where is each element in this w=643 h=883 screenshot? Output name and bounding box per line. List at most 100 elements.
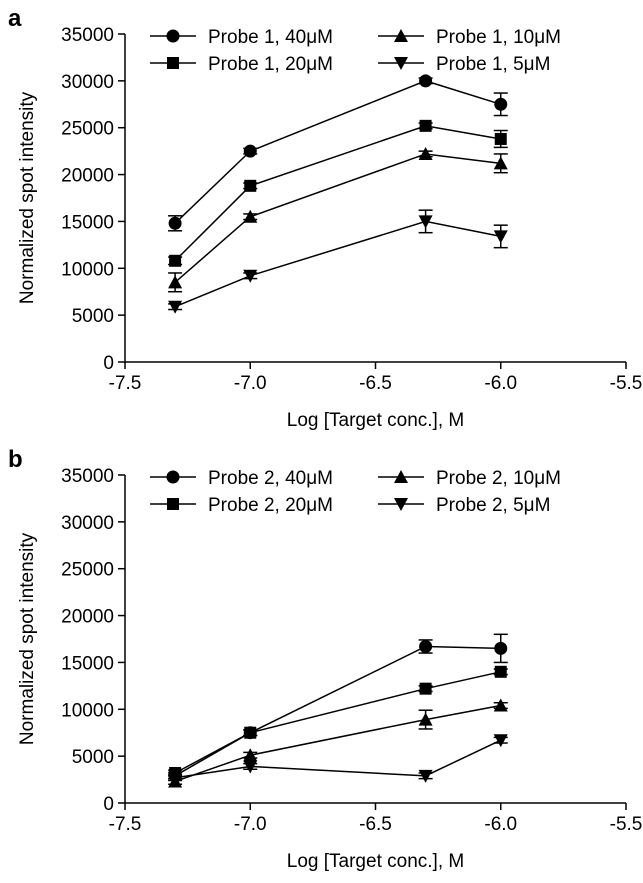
data-point: [243, 269, 258, 283]
legend-marker: [394, 57, 408, 70]
x-tick-label: -5.5: [610, 814, 643, 835]
y-tick-label: 15000: [61, 653, 114, 674]
legend-marker: [167, 498, 179, 510]
x-tick-label: -6.5: [359, 814, 392, 835]
chart-panel-a: a 0 5000 10000 15000 20000 25000 30000 35000 -7.5…: [0, 0, 643, 441]
y-tick-label: 35000: [61, 25, 114, 46]
series-b-3: [168, 698, 508, 788]
x-axis-title: Log [Target conc.], M: [287, 851, 464, 872]
data-point: [493, 734, 508, 748]
series-b-4: [168, 734, 508, 785]
legend-item: Probe 1, 40μM: [150, 27, 333, 48]
y-tick-label: 0: [103, 794, 114, 815]
y-tick-label: 5000: [72, 747, 114, 768]
data-point: [169, 254, 182, 267]
data-point: [419, 119, 432, 132]
series-line: [174, 704, 501, 783]
data-point: [418, 769, 433, 783]
legend-label: Probe 2, 20μM: [208, 495, 333, 516]
legend-item: Probe 2, 40μM: [150, 468, 333, 489]
series-line: [174, 80, 501, 224]
y-tick-label: 20000: [61, 607, 114, 628]
y-tick-label: 30000: [61, 72, 114, 93]
y-tick-label: 5000: [72, 306, 114, 327]
x-tick-label: -7.5: [109, 814, 142, 835]
legend-label: Probe 1, 20μM: [208, 54, 333, 75]
legend-item: Probe 2, 20μM: [150, 495, 333, 516]
data-point: [168, 216, 182, 230]
y-tick-label: 15000: [61, 212, 114, 233]
series-b-1: [168, 633, 508, 783]
x-tick-label: -6.0: [484, 373, 517, 394]
legend-item: Probe 1, 5μM: [378, 54, 550, 75]
x-tick-label: -6.0: [484, 814, 517, 835]
data-point: [494, 97, 508, 111]
y-axis-title: Normalized spot intensity: [17, 532, 38, 745]
legend-label: Probe 1, 40μM: [208, 27, 333, 48]
x-axis-title: Log [Target conc.], M: [287, 410, 464, 431]
legend-item: Probe 2, 10μM: [378, 468, 561, 489]
data-point: [419, 74, 433, 88]
panel-letter-a: a: [8, 5, 22, 32]
x-tick-label: -6.5: [359, 373, 392, 394]
legend-label: Probe 1, 10μM: [436, 27, 561, 48]
legend-label: Probe 2, 10μM: [436, 468, 561, 489]
legend-item: Probe 1, 20μM: [150, 54, 333, 75]
x-tick-label: -7.0: [234, 814, 267, 835]
data-point: [493, 698, 508, 712]
data-point: [418, 215, 433, 229]
y-tick-label: 25000: [61, 119, 114, 140]
data-point: [494, 132, 507, 145]
series-b-2: [168, 665, 508, 780]
data-point: [243, 144, 257, 158]
data-point: [243, 748, 258, 762]
data-point: [493, 156, 508, 170]
legend-marker: [394, 29, 408, 42]
series-a-4: [168, 209, 508, 314]
series-line: [174, 645, 501, 777]
series-a-3: [168, 146, 508, 293]
data-point: [494, 641, 508, 655]
x-tick-label: -7.0: [234, 373, 267, 394]
data-point: [419, 682, 432, 695]
legend-marker: [394, 470, 408, 483]
panel-letter-b: b: [8, 446, 23, 473]
x-tick-label: -7.5: [109, 373, 142, 394]
series-line: [174, 153, 501, 283]
legend-item: Probe 2, 5μM: [378, 495, 550, 516]
chart-svg-a: a 0 5000 10000 15000 20000 25000 30000 35000 -7.5…: [8, 5, 643, 431]
x-tick-label: -5.5: [610, 373, 643, 394]
data-point: [243, 760, 258, 774]
legend-label: Probe 2, 40μM: [208, 468, 333, 489]
chart-svg-b: b 0 5000 10000 15000 20000 25000 30000 35000 -7.5…: [8, 446, 643, 872]
data-point: [168, 300, 183, 314]
series-line: [174, 220, 501, 308]
data-point: [418, 712, 433, 726]
y-tick-label: 35000: [61, 466, 114, 487]
legend-marker: [394, 498, 408, 511]
data-point: [168, 771, 183, 785]
y-tick-label: 30000: [61, 513, 114, 534]
y-tick-label: 0: [103, 353, 114, 374]
y-axis-title: Normalized spot intensity: [17, 91, 38, 304]
legend-marker: [166, 29, 180, 43]
series-line: [174, 739, 502, 779]
data-point: [494, 665, 507, 678]
legend-marker: [167, 57, 179, 69]
data-point: [493, 230, 508, 244]
data-point: [243, 209, 258, 223]
y-tick-label: 10000: [61, 700, 114, 721]
chart-panel-b: b 0 5000 10000 15000 20000 25000 30000 35000 -7.5…: [0, 441, 643, 882]
legend-label: Probe 2, 5μM: [436, 495, 550, 516]
legend-item: Probe 1, 10μM: [378, 27, 561, 48]
series-line: [174, 125, 501, 262]
y-tick-label: 10000: [61, 259, 114, 280]
legend-label: Probe 1, 5μM: [436, 54, 550, 75]
data-point: [419, 639, 433, 653]
series-a-2: [168, 119, 508, 267]
y-tick-label: 20000: [61, 166, 114, 187]
data-point: [244, 726, 257, 739]
series-line: [174, 671, 501, 774]
data-point: [244, 179, 257, 192]
data-point: [168, 275, 183, 289]
